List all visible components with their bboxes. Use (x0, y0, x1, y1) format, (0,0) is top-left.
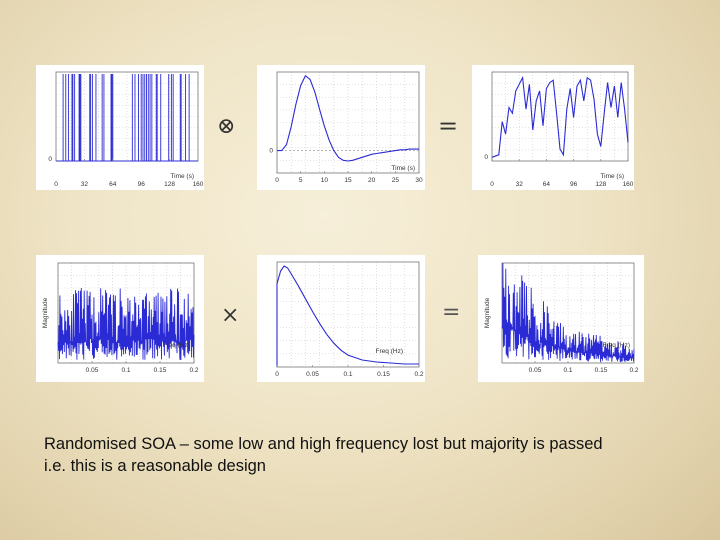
hrf-spectrum-chart: Freq (Hz) 0 0.05 0.1 0.15 0.2 (275, 261, 424, 378)
predicted-bold-time-panel: 0 Time (s) 0 32 64 96 128 160 (472, 65, 634, 190)
stimulus-spectrum-curve (57, 287, 195, 361)
x-tick-label: 0.05 (86, 367, 99, 374)
x-tick-label: 64 (543, 181, 551, 188)
predicted-bold-spectrum-panel: Magnitude Freq (Hz) 0.05 0.1 0.15 0.2 (478, 255, 644, 382)
x-tick-label: 30 (415, 177, 423, 184)
x-tick-label: 160 (623, 181, 634, 188)
x-tick-label: 0.05 (306, 371, 319, 378)
x-tick-label: 0.1 (121, 367, 130, 374)
x-tick-label: 5 (299, 177, 303, 184)
y-axis-label: Magnitude (42, 297, 49, 328)
x-tick-label: 160 (193, 181, 204, 188)
x-tick-label: 0.15 (377, 371, 390, 378)
x-axis-label: Time (s) (391, 165, 415, 172)
y-tick-label: 0 (48, 156, 52, 163)
y-tick-label: 0 (269, 148, 273, 155)
hrf-curve (277, 74, 419, 162)
x-tick-label: 0.2 (414, 371, 423, 378)
x-tick-label: 96 (570, 181, 578, 188)
equals-operator-top: = (438, 112, 459, 140)
x-tick-label: 0.2 (629, 367, 638, 374)
stimulus-spectrum-chart: Magnitude Freq (Hz) 0.05 0.1 0.15 0.2 (42, 262, 199, 374)
caption-line-1: Randomised SOA – some low and high frequ… (44, 435, 603, 453)
caption-line-2: i.e. this is a reasonable design (44, 457, 266, 475)
x-tick-label: 64 (109, 181, 117, 188)
x-tick-label: 0.1 (563, 367, 572, 374)
bold-curve (491, 75, 629, 158)
equals-operator-bottom: = (442, 300, 461, 325)
x-tick-label: 0.05 (529, 367, 542, 374)
plot-frame (491, 71, 629, 162)
caption: Randomised SOA – some low and high frequ… (44, 433, 694, 477)
x-tick-label: 20 (368, 177, 376, 184)
stimulus-time-chart: 0 Time (s) 0 32 64 96 128 160 (48, 71, 204, 188)
x-axis-label: Time (s) (600, 173, 624, 180)
hrf-time-chart: 0 Time (s) 0 5 10 15 20 25 30 (269, 71, 423, 184)
convolve-operator: ⊗ (217, 114, 236, 139)
predicted-bold-time-chart: 0 Time (s) 0 32 64 96 128 160 (484, 71, 634, 188)
x-tick-label: 0.2 (189, 367, 198, 374)
x-axis-label: Freq (Hz) (376, 348, 403, 355)
stimulus-time-panel: 0 Time (s) 0 32 64 96 128 160 (36, 65, 204, 190)
x-tick-label: 25 (392, 177, 400, 184)
x-tick-label: 0 (490, 181, 494, 188)
x-tick-label: 0 (275, 177, 279, 184)
x-tick-label: 32 (516, 181, 524, 188)
x-tick-label: 0.15 (595, 367, 608, 374)
x-axis-label: Time (s) (170, 173, 194, 180)
hrf-time-panel: 0 Time (s) 0 5 10 15 20 25 30 (257, 65, 425, 190)
predicted-bold-spectrum-chart: Magnitude Freq (Hz) 0.05 0.1 0.15 0.2 (484, 262, 639, 374)
y-axis-label: Magnitude (484, 297, 491, 328)
x-axis-label: Freq (Hz) (163, 342, 190, 349)
x-tick-label: 128 (595, 181, 606, 188)
x-axis-label: Freq (Hz) (603, 342, 630, 349)
y-tick-label: 0 (484, 154, 488, 161)
hrf-spectrum-curve (276, 265, 419, 367)
multiply-operator: × (221, 303, 240, 328)
bold-spectrum-curve (501, 262, 635, 363)
x-tick-label: 128 (164, 181, 175, 188)
x-tick-label: 0 (275, 371, 279, 378)
x-tick-label: 15 (344, 177, 352, 184)
hrf-spectrum-panel: Freq (Hz) 0 0.05 0.1 0.15 0.2 (257, 255, 425, 382)
stimulus-spectrum-panel: Magnitude Freq (Hz) 0.05 0.1 0.15 0.2 (36, 255, 204, 382)
x-tick-label: 0.1 (343, 371, 352, 378)
x-tick-label: 96 (138, 181, 146, 188)
x-tick-label: 0.15 (154, 367, 167, 374)
x-tick-label: 0 (54, 181, 58, 188)
x-tick-label: 10 (321, 177, 329, 184)
x-tick-label: 32 (81, 181, 89, 188)
